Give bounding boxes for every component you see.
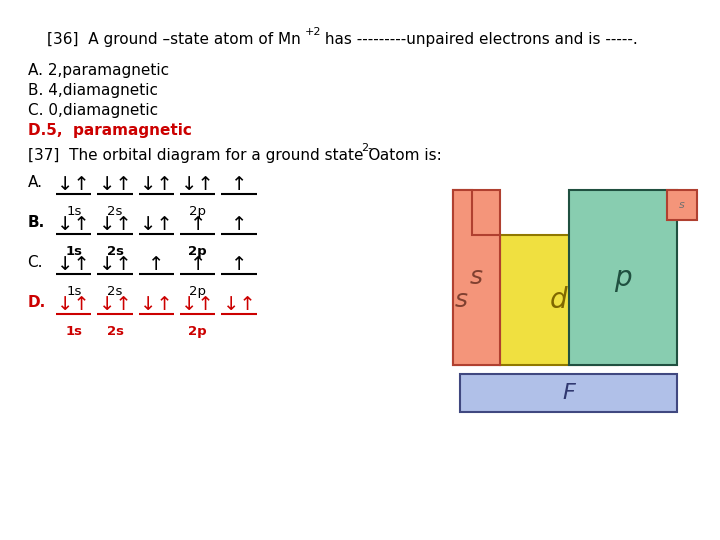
Text: ↑: ↑: [231, 255, 247, 274]
Text: 2-: 2-: [361, 143, 372, 153]
Text: C. 0,diamagnetic: C. 0,diamagnetic: [27, 103, 158, 118]
Text: ↓↑: ↓↑: [222, 295, 256, 314]
Text: 2p: 2p: [189, 285, 206, 298]
Bar: [461, 374, 677, 412]
Text: C.: C.: [27, 255, 43, 270]
Bar: [667, 190, 696, 220]
Text: ↓↑: ↓↑: [181, 175, 214, 194]
Text: ↓↑: ↓↑: [99, 215, 132, 234]
Text: ↑: ↑: [189, 255, 206, 274]
Text: 2s: 2s: [107, 245, 124, 258]
Text: s: s: [455, 288, 468, 312]
Text: ↓↑: ↓↑: [140, 175, 173, 194]
Bar: [453, 190, 500, 365]
Text: p: p: [614, 264, 631, 292]
Text: ↑: ↑: [231, 215, 247, 234]
Text: ↑: ↑: [148, 255, 165, 274]
Text: 1s: 1s: [66, 285, 81, 298]
Text: 2p: 2p: [189, 205, 206, 218]
Text: F: F: [562, 383, 575, 403]
Text: atom is:: atom is:: [375, 148, 441, 163]
Text: ↓↑: ↓↑: [140, 215, 173, 234]
Text: ↑: ↑: [189, 215, 206, 234]
Text: A.: A.: [27, 175, 42, 190]
Text: 1s: 1s: [66, 245, 82, 258]
Text: [36]  A ground –state atom of Mn: [36] A ground –state atom of Mn: [48, 32, 301, 47]
Text: ↓↑: ↓↑: [58, 255, 90, 274]
Text: s: s: [469, 266, 482, 289]
Text: D.5,  paramagnetic: D.5, paramagnetic: [27, 123, 192, 138]
Text: ↓↑: ↓↑: [99, 295, 132, 314]
Text: D.: D.: [27, 295, 46, 310]
Text: 1s: 1s: [66, 205, 81, 218]
Text: 2p: 2p: [189, 245, 207, 258]
Polygon shape: [453, 190, 500, 365]
Text: d: d: [550, 286, 567, 314]
Text: has ---------unpaired electrons and is -----.: has ---------unpaired electrons and is -…: [320, 32, 637, 47]
Text: 2s: 2s: [107, 285, 123, 298]
Bar: [569, 190, 677, 365]
Text: ↓↑: ↓↑: [140, 295, 173, 314]
Bar: [500, 235, 618, 365]
Text: 2p: 2p: [189, 325, 207, 338]
Text: 1s: 1s: [66, 325, 82, 338]
Text: ↓↑: ↓↑: [58, 175, 90, 194]
Text: ↓↑: ↓↑: [99, 175, 132, 194]
Text: A. 2,paramagnetic: A. 2,paramagnetic: [27, 63, 168, 78]
Text: s: s: [679, 200, 685, 210]
Text: +2: +2: [305, 27, 322, 37]
Text: 2s: 2s: [107, 205, 123, 218]
Text: ↓↑: ↓↑: [99, 255, 132, 274]
Text: ↓↑: ↓↑: [181, 295, 214, 314]
Text: ↓↑: ↓↑: [58, 215, 90, 234]
Text: B.: B.: [27, 215, 45, 230]
Text: B. 4,diamagnetic: B. 4,diamagnetic: [27, 83, 158, 98]
Text: [37]  The orbital diagram for a ground state O: [37] The orbital diagram for a ground st…: [27, 148, 380, 163]
Text: ↑: ↑: [231, 175, 247, 194]
Text: ↓↑: ↓↑: [58, 295, 90, 314]
Text: 2s: 2s: [107, 325, 124, 338]
